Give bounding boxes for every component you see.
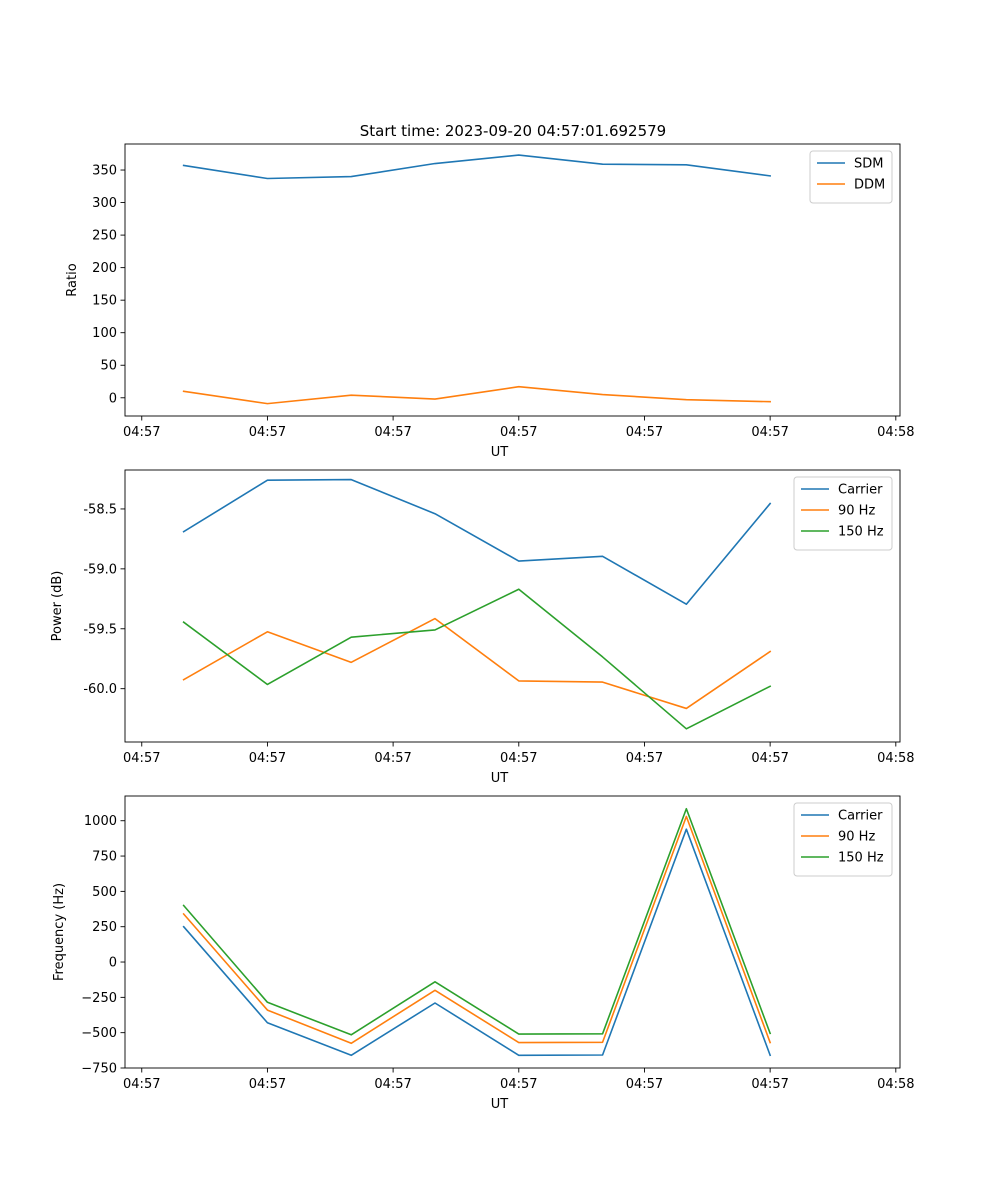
series-line-sdm xyxy=(182,154,772,180)
y-tick-label: 200 xyxy=(92,261,117,276)
legend-label-ddm: DDM xyxy=(854,178,885,193)
legend-label-90-hz: 90 Hz xyxy=(838,830,875,845)
y-tick-label: −750 xyxy=(81,1062,117,1077)
legend-label-90-hz: 90 Hz xyxy=(838,504,875,519)
y-tick-label: −500 xyxy=(81,1026,117,1041)
legend-label-sdm: SDM xyxy=(854,157,883,172)
y-tick-label: 0 xyxy=(109,956,117,971)
y-tick-label: 500 xyxy=(92,885,117,900)
figure-title: Start time: 2023-09-20 04:57:01.692579 xyxy=(360,122,666,140)
y-tick-label: 750 xyxy=(92,850,117,865)
x-tick-label: 04:57 xyxy=(374,1077,411,1092)
y-tick-label: −250 xyxy=(81,991,117,1006)
series-line-90-hz xyxy=(182,815,772,1045)
series-line-90-hz xyxy=(182,617,772,710)
y-tick-label: 250 xyxy=(92,229,117,244)
subplot-power: 04:57 04:57 04:57 04:57 04:57 04:57 04:58 -60.0… xyxy=(50,469,915,786)
x-tick-label: 04:57 xyxy=(626,425,663,440)
x-tick-label: 04:57 xyxy=(123,425,160,440)
y-tick-label: 250 xyxy=(92,920,117,935)
series-line-carrier xyxy=(182,478,772,606)
series-line-ddm xyxy=(182,385,771,405)
y-tick-label: 150 xyxy=(92,294,117,309)
y-axis-label: Ratio xyxy=(65,263,80,296)
series-line-carrier xyxy=(182,828,772,1057)
y-tick-label: -59.5 xyxy=(83,622,117,637)
legend: Carrier 90 Hz 150 Hz xyxy=(793,476,893,551)
legend-label-150-hz: 150 Hz xyxy=(838,525,884,540)
x-tick-label: 04:57 xyxy=(249,425,286,440)
x-tick-label: 04:57 xyxy=(374,425,411,440)
legend-label-carrier: Carrier xyxy=(838,483,883,498)
x-tick-label: 04:57 xyxy=(751,751,788,766)
legend-label-150-hz: 150 Hz xyxy=(838,851,884,866)
y-axis-label: Frequency (Hz) xyxy=(52,883,67,981)
x-tick-label: 04:57 xyxy=(123,1077,160,1092)
y-tick-label: 1000 xyxy=(84,814,117,829)
y-tick-label: -59.0 xyxy=(83,562,117,577)
x-tick-label: 04:57 xyxy=(626,1077,663,1092)
series-line-150-hz xyxy=(182,807,772,1036)
legend: SDM DDM xyxy=(809,150,893,204)
x-tick-label: 04:57 xyxy=(626,751,663,766)
x-tick-label: 04:57 xyxy=(500,751,537,766)
x-axis-label: UT xyxy=(491,771,509,786)
x-tick-label: 04:57 xyxy=(249,1077,286,1092)
y-tick-label: 0 xyxy=(109,391,117,406)
legend: Carrier 90 Hz 150 Hz xyxy=(793,802,893,877)
y-tick-label: 50 xyxy=(100,359,117,374)
y-tick-label: -60.0 xyxy=(83,682,117,697)
legend-label-carrier: Carrier xyxy=(838,809,883,824)
y-tick-label: 300 xyxy=(92,196,117,211)
x-tick-label: 04:57 xyxy=(249,751,286,766)
x-tick-label: 04:58 xyxy=(877,425,914,440)
y-tick-label: 100 xyxy=(92,326,117,341)
x-tick-label: 04:57 xyxy=(374,751,411,766)
x-tick-label: 04:58 xyxy=(877,751,914,766)
axes-frame xyxy=(124,469,901,743)
legend-box xyxy=(809,150,893,204)
y-axis-label: Power (dB) xyxy=(50,571,65,642)
subplot-ratio: 04:57 04:57 04:57 04:57 04:57 04:57 04:58 0 50 10… xyxy=(65,143,915,460)
x-tick-label: 04:57 xyxy=(751,425,788,440)
series-line-150-hz xyxy=(182,588,772,730)
x-axis-label: UT xyxy=(491,445,509,460)
x-tick-label: 04:57 xyxy=(123,751,160,766)
x-tick-label: 04:58 xyxy=(877,1077,914,1092)
x-tick-label: 04:57 xyxy=(500,1077,537,1092)
subplot-frequency: 04:57 04:57 04:57 04:57 04:57 04:57 04:58 −750 −… xyxy=(52,795,915,1112)
x-tick-label: 04:57 xyxy=(500,425,537,440)
x-axis-label: UT xyxy=(491,1097,509,1112)
axes-frame xyxy=(124,795,901,1069)
x-tick-label: 04:57 xyxy=(751,1077,788,1092)
axes-frame xyxy=(124,143,901,417)
y-tick-label: 350 xyxy=(92,164,117,179)
y-tick-label: -58.5 xyxy=(83,502,117,517)
